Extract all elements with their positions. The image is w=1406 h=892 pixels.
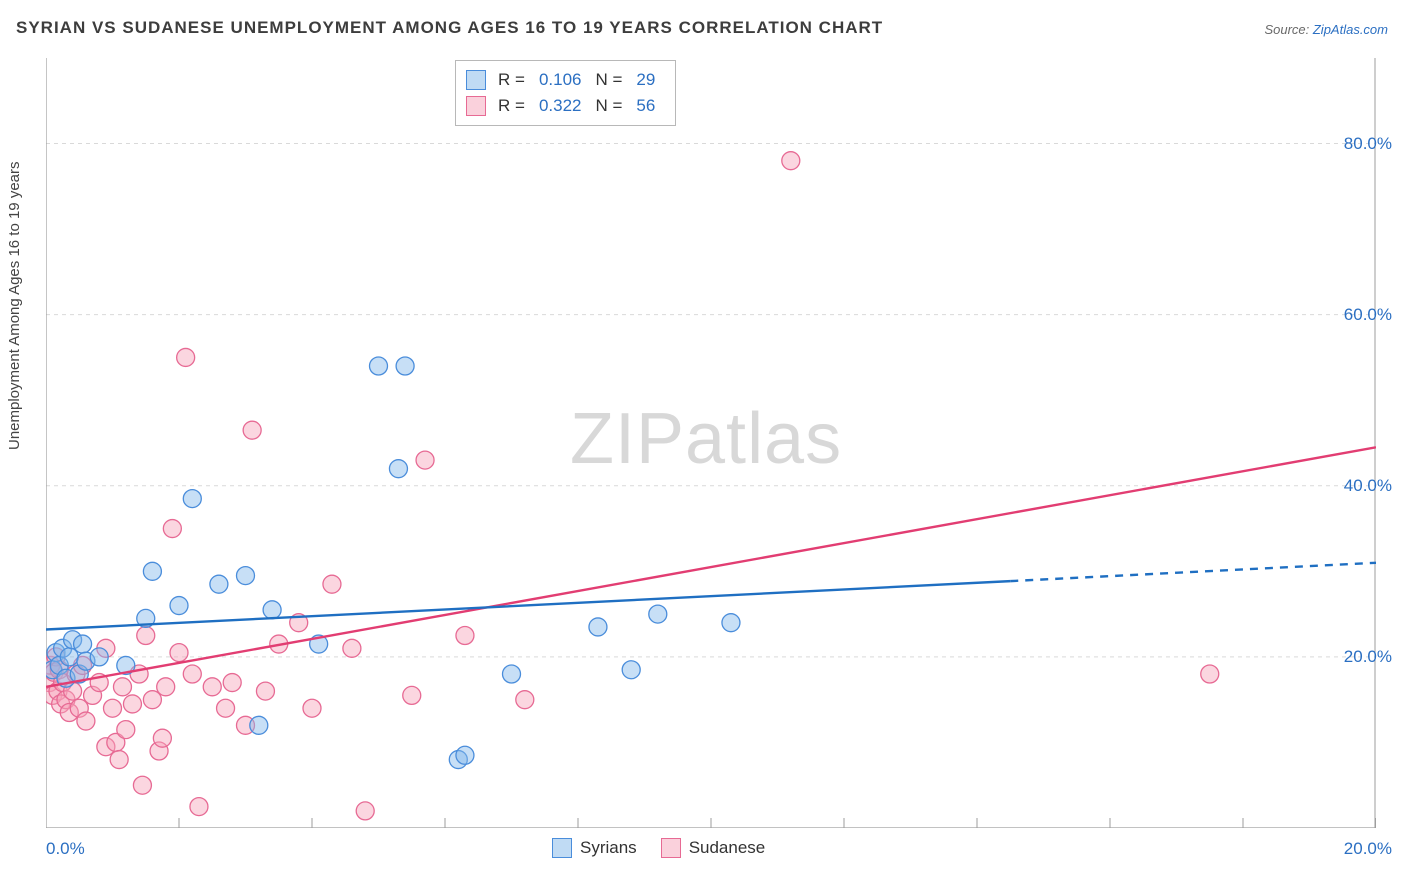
x-axis-max: 20.0% [1344, 839, 1392, 859]
swatch-blue-icon [552, 838, 572, 858]
legend-series: Syrians Sudanese [552, 838, 765, 858]
legend-item-sudanese: Sudanese [661, 838, 766, 858]
y-tick-label: 80.0% [1344, 134, 1392, 154]
legend-label-syrians: Syrians [580, 838, 637, 858]
scatter-plot [46, 58, 1376, 828]
y-axis-label: Unemployment Among Ages 16 to 19 years [6, 161, 23, 450]
chart-title: SYRIAN VS SUDANESE UNEMPLOYMENT AMONG AG… [16, 18, 883, 38]
source-link[interactable]: ZipAtlas.com [1313, 22, 1388, 37]
legend-stats-row-syrians: R = 0.106 N = 29 [466, 67, 661, 93]
y-tick-label: 20.0% [1344, 647, 1392, 667]
swatch-pink [466, 96, 486, 116]
y-tick-label: 40.0% [1344, 476, 1392, 496]
source-attribution: Source: ZipAtlas.com [1264, 22, 1388, 37]
legend-stats: R = 0.106 N = 29 R = 0.322 N = 56 [455, 60, 676, 126]
swatch-blue [466, 70, 486, 90]
legend-label-sudanese: Sudanese [689, 838, 766, 858]
legend-stats-row-sudanese: R = 0.322 N = 56 [466, 93, 661, 119]
legend-item-syrians: Syrians [552, 838, 637, 858]
x-axis-min: 0.0% [46, 839, 85, 859]
y-tick-label: 60.0% [1344, 305, 1392, 325]
source-prefix: Source: [1264, 22, 1312, 37]
swatch-pink-icon [661, 838, 681, 858]
